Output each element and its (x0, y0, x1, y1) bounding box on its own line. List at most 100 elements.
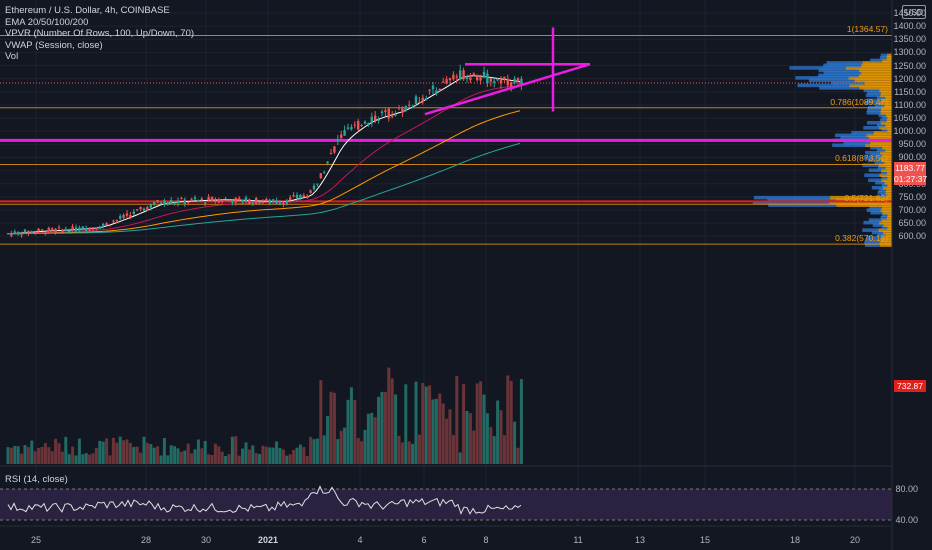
volume-profile-bar (870, 210, 883, 215)
volume-bar (275, 441, 279, 464)
y-tick-label: 1100.00 (894, 99, 926, 110)
volume-bar (176, 448, 180, 464)
candle-body (231, 201, 234, 203)
volume-profile-bar (880, 193, 887, 197)
volume-profile-bar (879, 173, 892, 178)
volume-profile-bar (886, 118, 892, 123)
x-tick-label: 25 (30, 535, 42, 545)
candle-body (326, 161, 329, 164)
candle-body (30, 231, 33, 234)
x-tick-label: 2021 (257, 535, 279, 545)
candle-body (10, 233, 13, 236)
volume-bar (264, 446, 268, 464)
volume-profile-bar (808, 78, 855, 83)
volume-bar (281, 449, 285, 464)
candle-body (13, 231, 16, 235)
volume-profile-bar (876, 96, 886, 100)
candle-body (295, 194, 299, 199)
volume-profile-bar (866, 111, 881, 115)
candle-body (125, 213, 129, 216)
candle-body (465, 76, 469, 80)
candle-body (493, 80, 496, 83)
volume-bar (268, 447, 272, 464)
candle-body (282, 202, 285, 205)
volume-bar (288, 454, 292, 464)
volume-profile-bar (868, 178, 882, 183)
volume-bar (332, 392, 336, 464)
volume-bar (145, 442, 149, 464)
volume-profile-bar (871, 185, 883, 190)
volume-bar (98, 440, 102, 464)
volume-bar (13, 446, 17, 464)
volume-profile-bar (878, 163, 892, 168)
x-tick-label: 20 (849, 535, 861, 545)
volume-profile-bar (885, 113, 892, 118)
volume-bar (407, 441, 411, 464)
y-tick-label: 1150.00 (894, 86, 926, 97)
rsi-panel[interactable]: 80.00 40.00 (0, 484, 918, 525)
volume-profile-bar (864, 243, 880, 247)
volume-bar (20, 453, 24, 464)
volume-bar (513, 421, 517, 464)
indicator-ema[interactable]: EMA 20/50/100/200 (5, 16, 89, 28)
indicator-vol[interactable]: Vol (5, 51, 19, 62)
volume-bar (23, 444, 27, 464)
volume-bar (125, 439, 129, 464)
volume-profile-bar (878, 188, 887, 192)
candle-body (244, 197, 248, 203)
volume-bar (298, 444, 302, 464)
volume-profile-bar (881, 170, 888, 175)
candle-body (17, 231, 20, 235)
volume-profile-bar (868, 218, 882, 222)
y-tick-label: 1250.00 (893, 60, 926, 71)
volume-bar (424, 386, 428, 464)
x-tick-label: 11 (573, 535, 583, 545)
candle-body (391, 114, 394, 117)
volume-bar (336, 439, 340, 464)
volume-bar (64, 436, 68, 464)
price-candles[interactable] (6, 64, 523, 238)
volume-profile-bar (880, 238, 892, 242)
candle-body (78, 227, 81, 231)
symbol-title[interactable]: Ethereum / U.S. Dollar, 4h, COINBASE (5, 5, 170, 16)
candle-body (241, 199, 244, 202)
volume-profile-bar (865, 150, 880, 155)
y-tick-label: 1450.00 (893, 8, 926, 18)
volume-profile-bar (878, 228, 892, 232)
ema-line (7, 110, 521, 235)
volume-profile-bar (859, 86, 892, 90)
volume-profile-bar (885, 96, 892, 100)
triangle-drawing[interactable] (424, 27, 591, 116)
volume-profile-bar (864, 173, 880, 178)
volume-profile-bar (879, 220, 892, 225)
candle-body (204, 202, 207, 204)
volume-bar (509, 380, 513, 464)
candle-body (207, 197, 210, 201)
volume-bar (220, 451, 224, 464)
candle-body (44, 233, 47, 235)
volume-profile-bar (789, 66, 846, 70)
volume-profile-bar (879, 150, 892, 155)
volume-bar (224, 455, 228, 464)
currency-button[interactable]: USD (902, 5, 926, 19)
volume-bar (292, 449, 296, 464)
volume-profile-bar (840, 135, 869, 140)
indicator-vpvr[interactable]: VPVR (Number Of Rows, 100, Up/Down, 70) (5, 28, 195, 39)
volume-bar (173, 446, 177, 464)
volume-bar (502, 435, 506, 464)
volume-bar (387, 367, 391, 464)
volume-profile-bar (865, 143, 892, 148)
volume-bar (326, 415, 330, 464)
rsi-legend[interactable]: RSI (14, close) (5, 474, 68, 485)
candle-body (248, 199, 251, 205)
indicator-vwap[interactable]: VWAP (Session, close) (5, 39, 103, 51)
candle-body (353, 124, 356, 126)
volume-bar (196, 439, 200, 464)
candle-body (88, 227, 91, 231)
candle-body (159, 202, 163, 204)
volume-bar (353, 400, 357, 464)
candle-body (309, 190, 312, 193)
candle-body (329, 153, 333, 155)
candle-body (411, 106, 414, 108)
